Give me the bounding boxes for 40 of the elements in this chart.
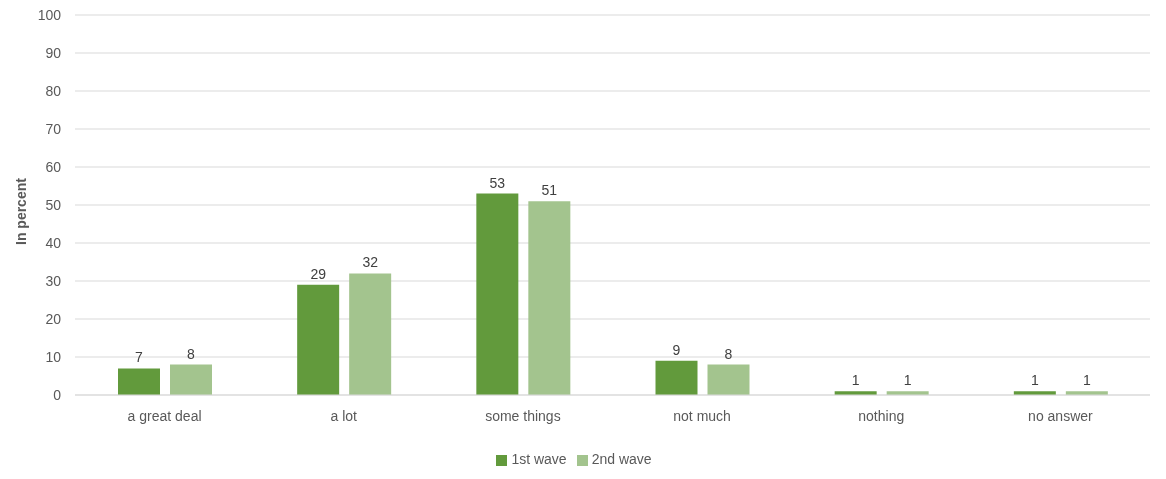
y-tick-label: 0 [53,386,62,403]
legend-label: 2nd wave [591,451,652,467]
y-tick-label: 60 [45,158,62,175]
bar [655,360,698,395]
x-tick-label: not much [673,407,731,424]
y-tick-label: 30 [45,272,62,289]
y-tick-label: 80 [45,82,62,99]
bar [118,368,160,395]
x-tick-label: no answer [1028,407,1094,424]
x-tick-label: nothing [858,407,905,424]
data-label: 1 [1030,372,1039,389]
x-tick-label: some things [485,407,561,424]
y-tick-label: 90 [45,44,62,61]
y-tick-label: 20 [45,310,62,327]
y-axis-title: In percent [12,177,29,245]
y-tick-label: 40 [45,234,62,251]
y-tick-label: 100 [37,6,62,23]
bar [349,273,392,395]
data-label: 29 [310,265,327,282]
data-label: 1 [851,372,860,389]
y-tick-label: 10 [45,348,62,365]
data-label: 8 [724,345,733,362]
data-label: 8 [187,345,196,362]
x-tick-label: a lot [330,407,358,424]
data-label: 7 [135,349,144,366]
data-label: 1 [1082,372,1091,389]
data-label: 1 [903,372,912,389]
bar [476,193,519,395]
data-label: 32 [362,254,379,271]
data-label: 53 [489,174,506,191]
bar [528,201,571,395]
bar [297,284,340,395]
y-tick-label: 50 [45,196,62,213]
x-tick-label: a great deal [127,407,202,424]
legend-label: 1st wave [511,451,567,467]
data-label: 9 [672,341,681,358]
data-label: 51 [541,182,558,199]
bar [707,364,750,395]
bar [170,364,212,395]
y-tick-label: 70 [45,120,62,137]
